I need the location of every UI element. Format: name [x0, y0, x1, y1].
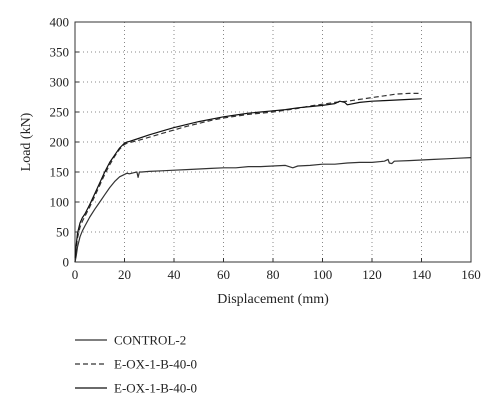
y-axis-title: Load (kN) [19, 112, 34, 171]
y-tick-label: 400 [50, 15, 70, 30]
y-tick-label: 250 [50, 105, 70, 120]
series-line-3 [74, 98, 422, 263]
y-tick-label: 350 [50, 45, 70, 60]
legend-label-3: E-OX-1-B-40-0 [114, 381, 197, 396]
x-tick-label: 120 [362, 267, 382, 282]
legend: CONTROL-2 E-OX-1-B-40-0 E-OX-1-B-40-0 [75, 333, 197, 396]
y-tick-label: 200 [50, 135, 70, 150]
series-layer [74, 92, 472, 263]
x-tick-label: 40 [168, 267, 181, 282]
legend-label-1: CONTROL-2 [114, 333, 186, 348]
series-line-1 [74, 157, 472, 263]
x-tick-label: 20 [118, 267, 131, 282]
x-axis-ticks: 0 20 40 60 80 100 120 140 160 [72, 258, 481, 282]
grid [75, 21, 472, 262]
x-tick-label: 60 [217, 267, 230, 282]
y-axis-ticks: 0 50 100 150 200 250 300 350 400 [50, 15, 79, 270]
x-tick-label: 0 [72, 267, 79, 282]
y-tick-label: 150 [50, 165, 70, 180]
x-tick-label: 100 [313, 267, 333, 282]
legend-label-2: E-OX-1-B-40-0 [114, 357, 197, 372]
x-tick-label: 80 [267, 267, 280, 282]
x-tick-label: 140 [412, 267, 432, 282]
x-tick-label: 160 [461, 267, 481, 282]
series-line-2 [74, 92, 422, 263]
y-tick-label: 100 [50, 195, 70, 210]
y-tick-label: 300 [50, 75, 70, 90]
y-tick-label: 50 [56, 225, 69, 240]
y-tick-label: 0 [63, 255, 70, 270]
x-axis-title: Displacement (mm) [217, 292, 329, 307]
